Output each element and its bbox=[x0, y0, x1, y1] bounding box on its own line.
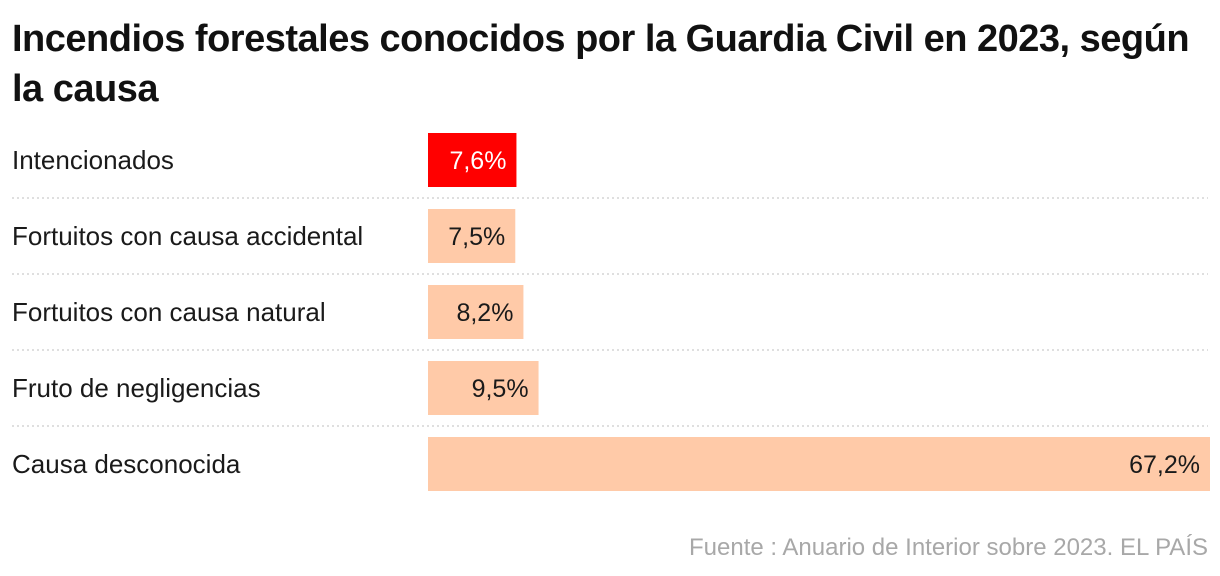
value-label: 7,6% bbox=[449, 147, 506, 175]
category-label: Fortuitos con causa accidental bbox=[12, 221, 363, 251]
bar-chart: Intencionados 7,6% Fortuitos con causa acc… bbox=[12, 133, 1210, 491]
source-note: Fuente : Anuario de Interior sobre 2023.… bbox=[689, 534, 1208, 561]
value-label: 67,2% bbox=[1129, 451, 1200, 479]
bar bbox=[428, 209, 516, 263]
value-label: 7,5% bbox=[448, 223, 505, 251]
value-label: 9,5% bbox=[472, 375, 529, 403]
category-label: Fortuitos con causa natural bbox=[12, 297, 326, 327]
bar bbox=[428, 133, 517, 187]
category-label: Fruto de negligencias bbox=[12, 373, 261, 403]
bar bbox=[428, 285, 524, 339]
bar bbox=[428, 437, 1210, 491]
chart-title: Incendios forestales conocidos por la Gu… bbox=[12, 18, 1190, 110]
category-label: Causa desconocida bbox=[12, 449, 241, 479]
category-label: Intencionados bbox=[12, 145, 174, 175]
bar bbox=[428, 361, 539, 415]
value-label: 8,2% bbox=[456, 299, 513, 327]
